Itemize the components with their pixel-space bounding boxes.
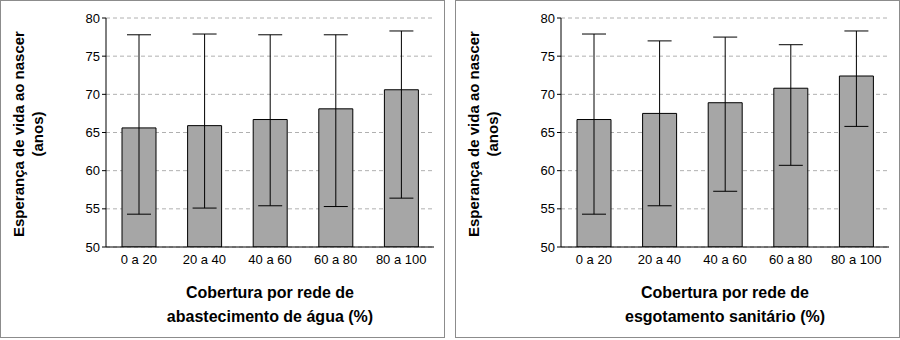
svg-text:55: 55 (86, 201, 100, 216)
svg-text:80: 80 (86, 11, 100, 26)
html-text:(anos): (anos) (484, 111, 501, 156)
html-text:Cobertura por rede de: Cobertura por rede de (641, 284, 809, 301)
svg-text:0 a 20: 0 a 20 (121, 252, 157, 267)
html-text:Esperança de vida ao nascer: Esperança de vida ao nascer (10, 30, 27, 237)
html-text:(anos): (anos) (29, 111, 46, 156)
html-text:esgotamento sanitário (%): esgotamento sanitário (%) (625, 308, 825, 325)
html-text:abastecimento de água (%): abastecimento de água (%) (166, 308, 374, 325)
svg-text:75: 75 (86, 49, 100, 64)
svg-text:60 a 80: 60 a 80 (314, 252, 357, 267)
svg-text:70: 70 (86, 87, 100, 102)
html-text:Cobertura por rede de: Cobertura por rede de (186, 284, 354, 301)
svg-text:65: 65 (541, 125, 555, 140)
svg-text:80 a 100: 80 a 100 (376, 252, 427, 267)
svg-text:80: 80 (541, 11, 555, 26)
svg-text:40 a 60: 40 a 60 (248, 252, 291, 267)
svg-text:20 a 40: 20 a 40 (183, 252, 226, 267)
html-text:Esperança de vida ao nascer: Esperança de vida ao nascer (465, 30, 482, 237)
svg-text:50: 50 (86, 240, 100, 255)
svg-text:75: 75 (541, 49, 555, 64)
svg-text:80 a 100: 80 a 100 (831, 252, 882, 267)
svg-text:60: 60 (86, 163, 100, 178)
svg-text:65: 65 (86, 125, 100, 140)
svg-text:70: 70 (541, 87, 555, 102)
svg-text:0 a 20: 0 a 20 (576, 252, 612, 267)
svg-text:40 a 60: 40 a 60 (703, 252, 746, 267)
svg-text:60 a 80: 60 a 80 (769, 252, 812, 267)
svg-text:55: 55 (541, 201, 555, 216)
svg-text:20 a 40: 20 a 40 (638, 252, 681, 267)
svg-text:60: 60 (541, 163, 555, 178)
svg-text:50: 50 (541, 240, 555, 255)
